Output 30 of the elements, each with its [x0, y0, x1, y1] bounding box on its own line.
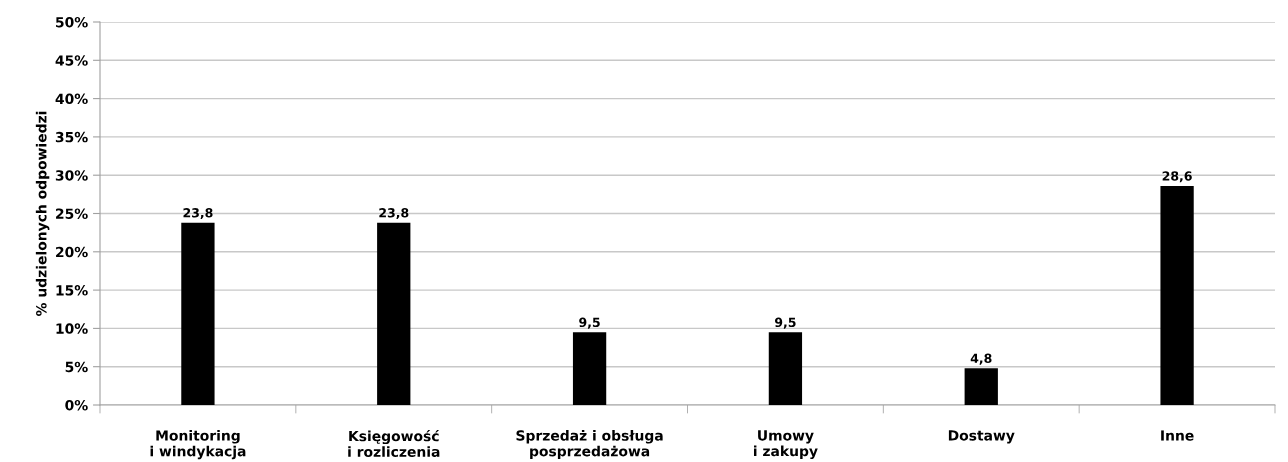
y-tick-label: 35%: [55, 131, 88, 143]
y-tick-label: 20%: [56, 246, 88, 258]
y-tick-label: 15%: [56, 285, 88, 296]
data-label: 23,8: [183, 208, 213, 220]
bar: [964, 368, 998, 405]
x-tick-label: Umowy i zakupy: [754, 430, 818, 460]
x-tick-label: Dostawy: [948, 430, 1015, 444]
bar: [1160, 185, 1194, 405]
data-label: 4,8: [970, 353, 992, 365]
x-tick-label: Księgowość i rozliczenia: [348, 430, 440, 457]
x-tick-label: Sprzedaż i obsługa posprzedażowa: [516, 430, 663, 460]
y-axis-title: % udzielonych odpowiedzi: [35, 111, 50, 316]
y-tick-label: 45%: [55, 55, 88, 66]
y-tick-label: 5%: [65, 361, 88, 373]
y-tick-label: 10%: [56, 323, 88, 334]
y-tick-label: 40%: [55, 93, 88, 105]
data-label: 23,8: [379, 208, 409, 220]
data-label: 9,5: [579, 317, 600, 329]
y-tick-label: 0%: [65, 399, 88, 411]
y-tick-label: 25%: [56, 208, 88, 219]
x-tick-label: Inne: [1161, 430, 1194, 441]
bar: [181, 222, 215, 405]
bar: [768, 332, 803, 405]
data-label: 28,6: [1162, 171, 1192, 183]
y-tick-label: 50%: [56, 16, 88, 28]
y-tick-label: 30%: [55, 170, 88, 181]
data-label: 9,5: [774, 317, 796, 329]
bar: [572, 332, 607, 405]
bar: [377, 222, 411, 405]
x-tick-label: Monitoring i windykacja: [150, 430, 246, 460]
